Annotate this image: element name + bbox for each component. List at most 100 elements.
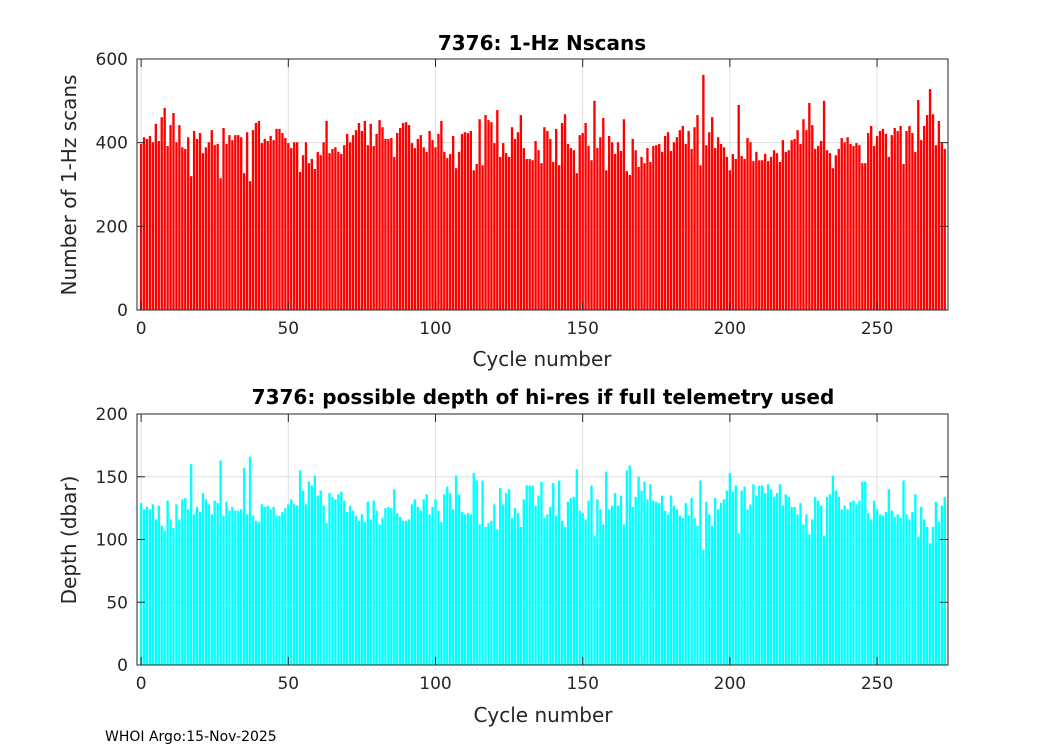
bar [867,133,870,310]
bar [360,514,364,665]
bar [263,138,266,310]
bar [248,456,252,665]
bar [925,526,929,665]
bar [351,510,355,665]
y-tick-label: 200 [96,405,128,425]
bar [151,142,155,310]
bar [363,120,367,310]
bar [914,494,917,665]
bar [310,158,314,310]
bar [466,513,470,665]
bar [805,130,808,310]
bar [766,484,770,665]
bar [184,148,187,310]
bar [460,133,464,310]
bar [504,153,508,310]
bar [216,503,219,665]
bar [357,520,361,665]
bar [596,148,599,310]
bar [858,500,861,665]
bar [799,143,802,310]
bar [487,120,490,311]
bar [142,509,146,665]
bar [413,148,417,310]
bar [940,505,943,665]
bar [590,485,593,665]
bar [658,143,661,310]
bar [410,143,414,310]
bar [610,142,614,310]
bar [646,499,649,665]
bar [443,151,446,310]
bar [581,133,584,310]
bar [764,153,767,310]
bar [928,543,932,665]
bar [666,514,670,665]
bar [937,521,941,665]
bar [672,505,676,665]
bar [922,125,926,310]
bar [790,506,793,665]
bar [469,130,472,310]
bar [304,504,308,665]
bar [705,145,708,310]
bar [884,511,888,665]
bar [475,480,478,665]
bar [840,138,843,310]
bar [731,491,734,665]
bar [543,518,546,665]
bar [716,509,720,665]
bar [457,494,461,665]
bar [157,505,160,665]
bar [334,147,337,310]
bar [719,143,723,310]
bar [387,506,390,665]
bar [869,519,873,665]
bar [675,137,679,310]
bar [369,519,372,665]
bar [213,500,216,665]
bar [605,170,608,310]
bar [814,496,817,665]
bar [440,521,443,665]
bar [755,495,758,665]
bar [363,521,367,665]
bar [228,510,231,665]
bar [192,130,196,310]
bar [640,156,643,310]
bar [634,150,637,310]
bar [416,506,420,665]
bar [396,133,399,310]
bar [775,493,779,665]
bar [905,130,908,310]
x-tick-label: 50 [277,674,299,694]
bar [569,148,573,310]
bar [337,151,340,310]
bar [655,501,658,665]
bar [572,496,576,665]
bar [398,516,402,665]
bar [195,506,199,665]
bar [513,508,517,665]
bar [658,503,661,665]
bar [434,147,437,310]
bar [772,150,776,310]
bar [858,145,861,310]
bar [463,514,467,665]
bar [260,504,263,665]
bar [902,164,905,310]
bar [490,520,493,665]
bar [472,170,475,310]
bar [831,475,835,665]
bar [351,135,355,310]
bar [931,526,935,665]
bar [525,158,528,310]
bar [584,519,587,665]
y-tick-label: 600 [96,50,128,70]
bar [581,513,584,665]
bar [705,501,708,665]
bar [398,128,402,310]
bar [769,156,773,310]
bar [607,135,611,310]
bar [219,460,222,665]
